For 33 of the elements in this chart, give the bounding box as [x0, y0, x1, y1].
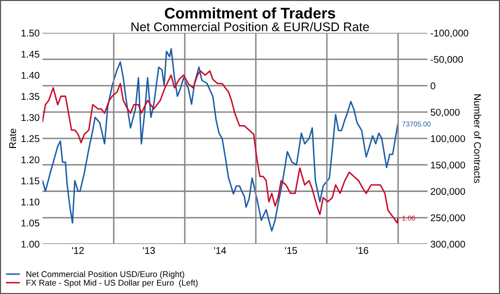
y-tick-label: 1.20 [22, 156, 40, 164]
y2-tick-label: -50,000 [430, 56, 463, 64]
y2-tick-label: 100,000 [431, 135, 466, 144]
x-tick-label: '14 [214, 247, 226, 254]
y2-tick-label: -100,000 [430, 30, 468, 38]
y2-tick-label: 50,000 [430, 108, 460, 117]
y-tick-label: 1.50 [22, 30, 40, 37]
x-tick-label: '12 [72, 247, 84, 254]
legend-label: Net Commercial Position USD/Euro (Right) [26, 270, 184, 279]
y-tick-label: 1.00 [22, 240, 40, 248]
y-tick-label: 1.25 [22, 135, 40, 142]
y-tick-label: 1.45 [22, 50, 40, 58]
y2-tick-label: 150,000 [431, 162, 466, 170]
line-series [42, 70, 398, 224]
y2-tick-label: 200,000 [430, 188, 466, 196]
y2-tick-label: 0 [430, 82, 436, 90]
y-axis-title: Rate [9, 128, 16, 148]
chart-subtitle: Net Commercial Position & EUR/USD Rate [132, 22, 369, 32]
y-tick-label: 1.35 [22, 92, 40, 100]
y-tick-label: 1.40 [22, 72, 40, 79]
y2-tick-label: 250,000 [430, 214, 466, 222]
line-series [42, 48, 398, 232]
x-tick-label: '16 [356, 247, 368, 254]
x-tick-label: '15 [285, 247, 297, 254]
x-tick-label: '13 [143, 247, 155, 254]
legend-label: FX Rate - Spot Mid - US Dollar per Euro (Left) [26, 280, 198, 288]
y-tick-label: 1.30 [22, 114, 40, 121]
y2-axis-title: Number of Contracts [474, 94, 482, 183]
y2-tick-label: 300,000 [430, 240, 466, 249]
y-tick-label: 1.05 [22, 220, 40, 227]
chart-title: Commitment of Traders [164, 7, 336, 19]
y-tick-label: 1.10 [22, 198, 40, 206]
y-tick-label: 1.15 [22, 178, 40, 184]
